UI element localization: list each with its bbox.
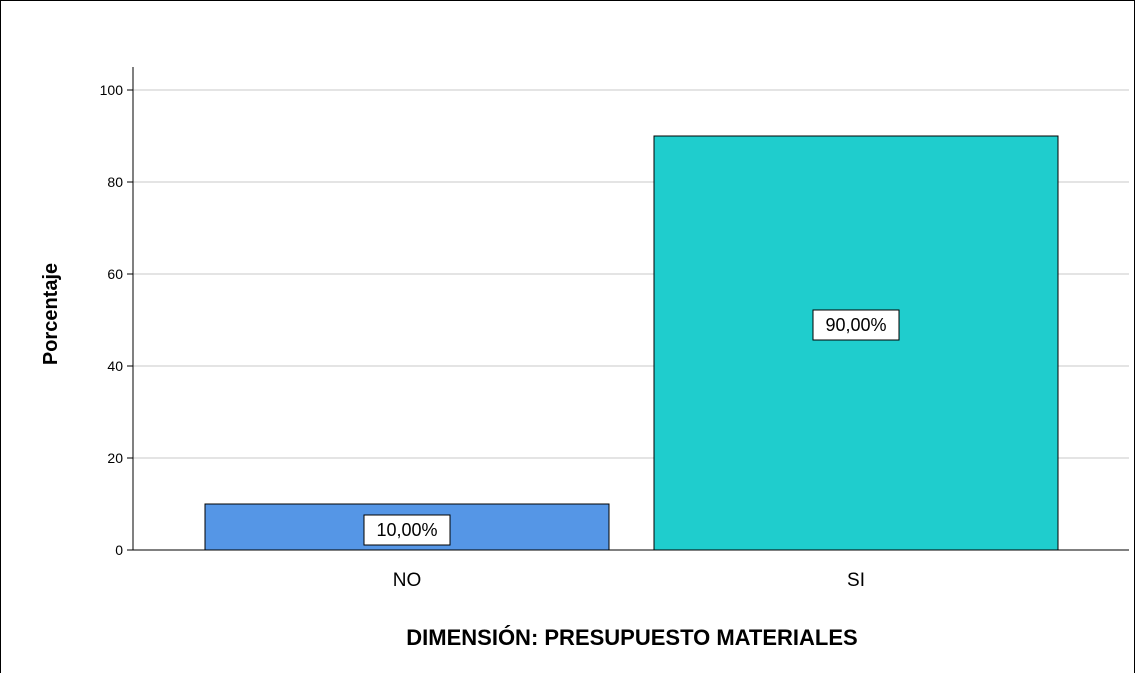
y-tick-label: 40 bbox=[107, 358, 123, 374]
y-tick-label: 20 bbox=[107, 450, 123, 466]
data-label-box bbox=[363, 514, 451, 546]
bar-si bbox=[653, 135, 1059, 551]
x-tick-label: NO bbox=[393, 570, 422, 591]
x-tick-label: SI bbox=[847, 570, 865, 591]
data-label: 10,00% bbox=[376, 520, 437, 540]
y-tick-label: 100 bbox=[100, 82, 124, 98]
data-label: 90,00% bbox=[825, 315, 886, 335]
y-tick-label: 80 bbox=[107, 174, 123, 190]
y-axis-label: Porcentaje bbox=[40, 263, 62, 365]
data-label-box bbox=[812, 309, 900, 341]
y-tick-label: 60 bbox=[107, 266, 123, 282]
x-axis-label: DIMENSIÓN: PRESUPUESTO MATERIALES bbox=[406, 625, 857, 650]
y-tick-label: 0 bbox=[115, 542, 123, 558]
